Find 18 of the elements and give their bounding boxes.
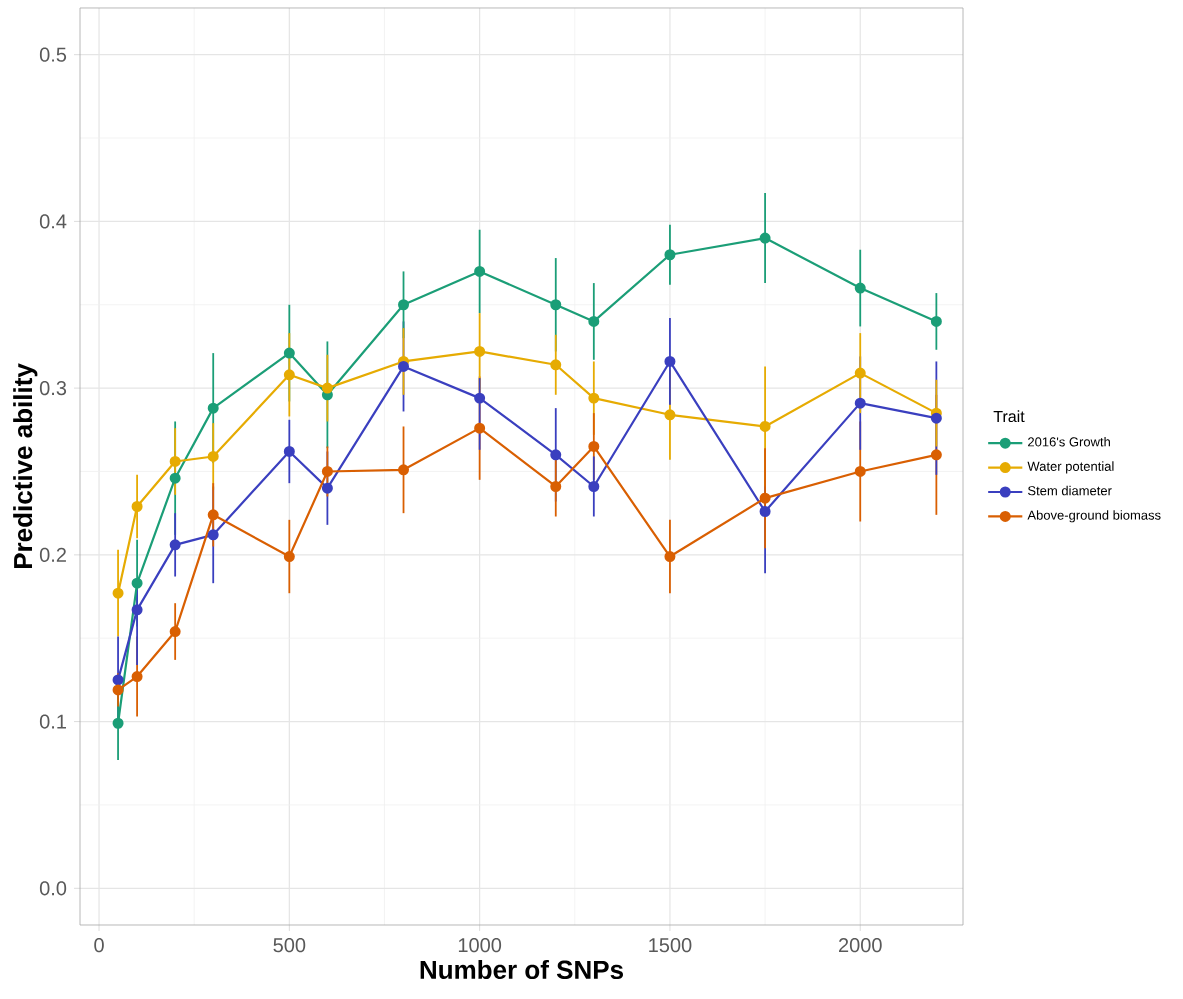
y-tick-label: 0.4 — [39, 214, 67, 229]
y-tick-label: 0.2 — [39, 547, 66, 562]
x-tick-label: 1000 — [458, 938, 502, 953]
y-tick-label: 0.0 — [39, 881, 67, 896]
x-axis-title: Number of SNPs — [420, 959, 623, 980]
legend-label: Above-ground biomass — [1027, 510, 1161, 523]
x-tick-label: 2000 — [839, 938, 882, 953]
y-tick-label: 0.5 — [39, 47, 67, 62]
legend-label: 2016's Growth — [1028, 436, 1110, 447]
x-tick-label: 0 — [94, 938, 104, 953]
y-tick-label: 0.1 — [39, 714, 66, 729]
y-axis-title: Predictive ability — [13, 363, 38, 569]
legend-label: Stem diameter — [1028, 485, 1112, 496]
legend-title: Trait — [993, 410, 1025, 423]
x-tick-label: 1500 — [649, 938, 692, 953]
y-tick-label: 0.3 — [39, 381, 67, 396]
x-tick-label: 500 — [273, 938, 306, 953]
legend-label: Water potential — [1027, 461, 1114, 474]
